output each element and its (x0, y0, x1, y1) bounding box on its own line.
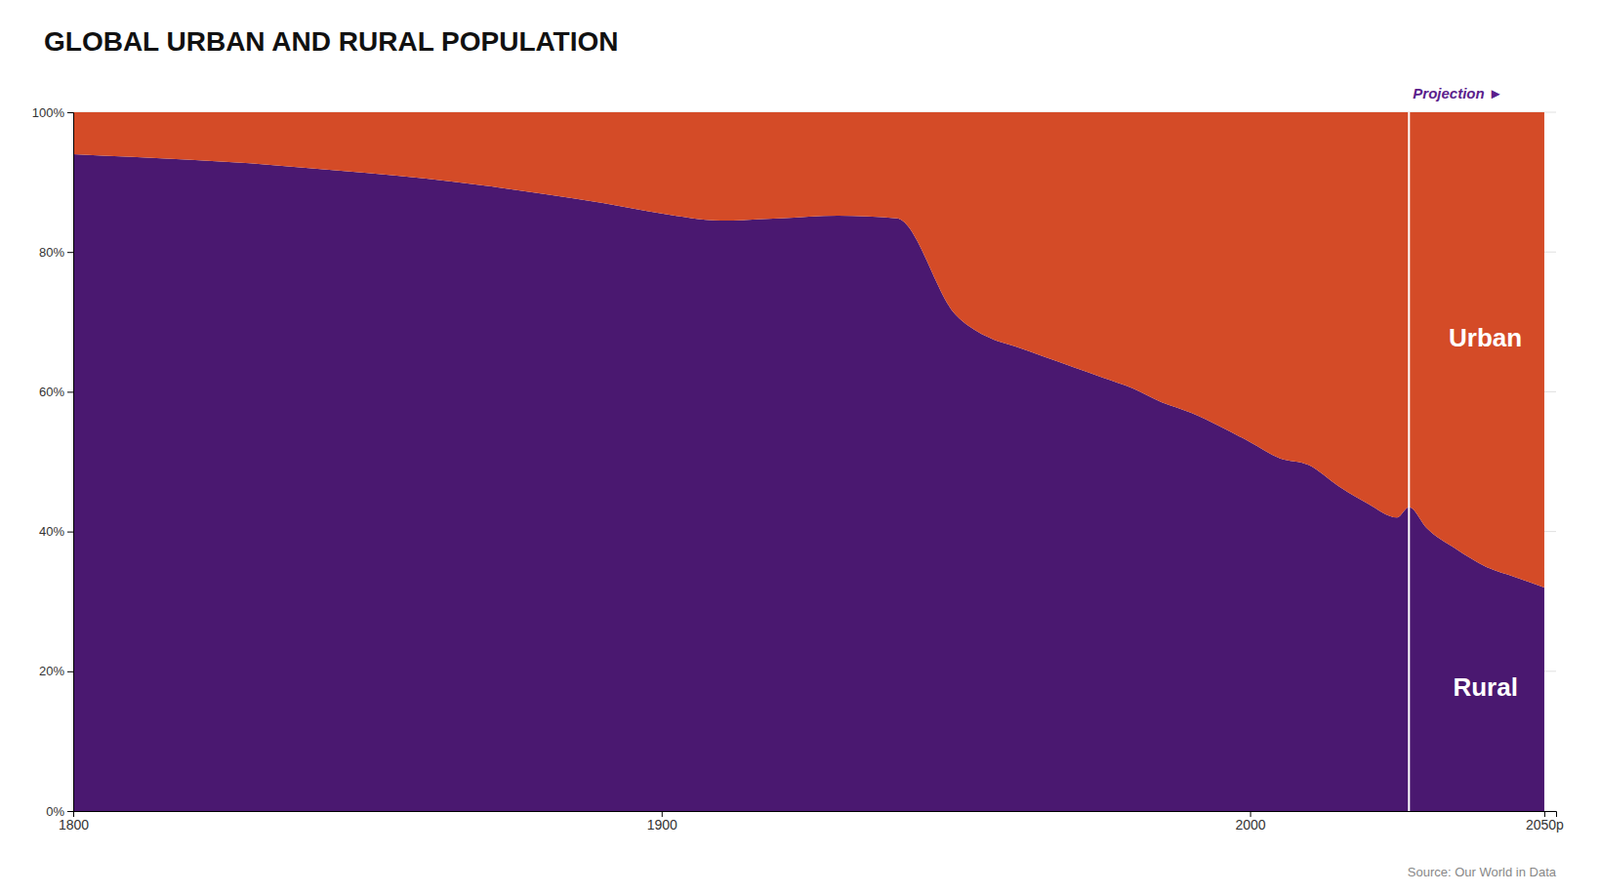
x-axis-line (74, 812, 1558, 819)
y-tick-label: 40% (39, 524, 65, 539)
series-label: Urban (1448, 323, 1522, 353)
y-tick-label: 0% (45, 804, 65, 820)
marks (73, 112, 1545, 812)
plot: 1800 1900 2000 2050p 0% 20% 40% 60% 80% 100% Rural… (32, 84, 1564, 833)
y-tick: 60% (39, 384, 74, 400)
x-tick: 1900 (647, 811, 678, 833)
y-tick-label: 20% (39, 663, 65, 679)
y-tick: 80% (39, 245, 74, 260)
y-tick: 100% (32, 105, 74, 121)
projection-line (1407, 112, 1410, 812)
y-tick-label: 100% (32, 105, 66, 121)
y-tick-mark (67, 391, 74, 393)
y-tick: 40% (39, 524, 74, 539)
chart: 1800 1900 2000 2050p 0% 20% 40% 60% 80% 100% Rural… (0, 0, 1600, 894)
x-tick-label: 1800 (58, 817, 89, 833)
y-tick-mark (67, 112, 74, 114)
y-axis-line (67, 113, 75, 813)
series-label: Rural (1452, 672, 1518, 702)
x-tick: 2050p (1525, 811, 1564, 833)
y-tick-mark (67, 671, 74, 673)
x-tick-label: 1900 (647, 817, 678, 833)
projection-label: Projection ► (1412, 84, 1503, 102)
x-tick-label: 2050p (1525, 817, 1564, 833)
y-tick-label: 80% (39, 245, 65, 260)
series-labels: Rural Urban (1448, 323, 1522, 702)
x-axis: 1800 1900 2000 2050p (58, 811, 1564, 833)
area (73, 112, 1545, 588)
grid (73, 112, 1557, 812)
y-tick: 20% (39, 663, 74, 679)
source: Source: Our World in Data (1407, 864, 1558, 880)
y-tick-label: 60% (39, 384, 65, 400)
y-tick: 0% (45, 804, 74, 820)
y-axis: 0% 20% 40% 60% 80% 100% (32, 105, 75, 820)
title: GLOBAL URBAN AND RURAL POPULATION (43, 26, 619, 57)
x-tick: 2000 (1234, 811, 1266, 833)
y-tick-mark (67, 532, 74, 534)
y-tick-mark (67, 251, 74, 253)
x-tick-label: 2000 (1234, 817, 1266, 833)
y-tick-mark (67, 811, 74, 813)
